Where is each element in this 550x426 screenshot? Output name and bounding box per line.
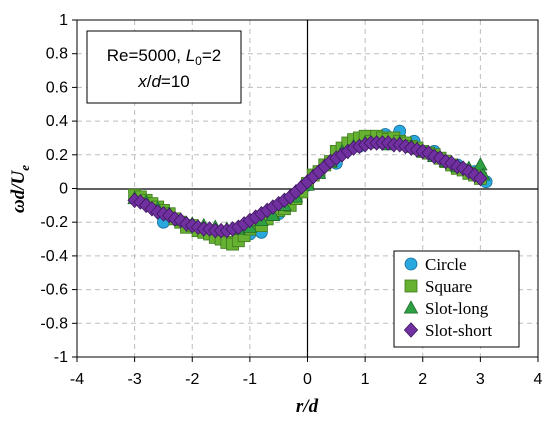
- y-tick-label: -0.2: [40, 214, 68, 231]
- x-tick-label: -2: [185, 371, 199, 388]
- y-tick-label: 0.8: [46, 46, 68, 63]
- x-tick-label: 3: [476, 371, 485, 388]
- x-tick-label: -4: [70, 371, 84, 388]
- legend: Circle Square Slot-long Slot-short: [393, 250, 520, 348]
- y-tick-label: -1: [54, 349, 68, 366]
- y-tick-label: 1: [59, 12, 68, 29]
- legend-label: Square: [425, 277, 472, 296]
- y-tick-label: 0: [59, 181, 68, 198]
- legend-label: Slot-short: [425, 321, 492, 340]
- annotation-l-value: =2: [202, 46, 221, 65]
- y-tick-label: -0.6: [40, 282, 68, 299]
- series-slot-short: [127, 135, 488, 239]
- y-tick-label: -0.4: [40, 248, 68, 265]
- y-axis-title: ωd/Ue: [8, 165, 32, 213]
- x-tick-label: 4: [534, 371, 543, 388]
- y-tick-label: -0.8: [40, 315, 68, 332]
- data-point-triangle: [473, 157, 488, 171]
- x-tick-label: 2: [418, 371, 427, 388]
- annotation-re: Re=5000,: [107, 46, 186, 65]
- x-tick-labels: -4 -3 -2 -1 0 1 2 3 4: [70, 357, 543, 388]
- svg-text:Re=5000, L0=2: Re=5000, L0=2: [107, 46, 221, 68]
- x-tick-label: 1: [361, 371, 370, 388]
- annotation-x: x: [137, 72, 147, 91]
- y-tick-label: 0.6: [46, 79, 68, 96]
- x-tick-label: 0: [303, 371, 312, 388]
- annotation-x-value: =10: [161, 72, 190, 91]
- legend-label: Slot-long: [425, 299, 489, 318]
- annotation-d: d: [151, 72, 161, 91]
- y-tick-label: 0.2: [46, 147, 68, 164]
- x-tick-label: -1: [243, 371, 257, 388]
- annotation-sub: 0: [195, 54, 202, 68]
- x-tick-label: -3: [128, 371, 142, 388]
- y-tick-labels: -1 -0.8 -0.6 -0.4 -0.2 0 0.2 0.4 0.6 0.8 1: [40, 12, 77, 366]
- svg-text:x/d=10: x/d=10: [137, 72, 190, 91]
- x-axis-title: r/d: [296, 396, 319, 417]
- legend-label: Circle: [425, 255, 467, 274]
- annotation-slash: /: [147, 72, 152, 91]
- y-tick-label: 0.4: [46, 113, 68, 130]
- data-point-diamond: [473, 170, 488, 187]
- annotation-box: Re=5000, L0=2 x/d=10: [86, 30, 242, 104]
- legend-marker-circle: [404, 257, 418, 271]
- legend-marker-triangle: [403, 300, 419, 314]
- legend-marker-square: [404, 279, 418, 293]
- legend-marker-diamond: [403, 322, 419, 338]
- annotation-l: L: [186, 46, 195, 65]
- data-points: [127, 124, 493, 251]
